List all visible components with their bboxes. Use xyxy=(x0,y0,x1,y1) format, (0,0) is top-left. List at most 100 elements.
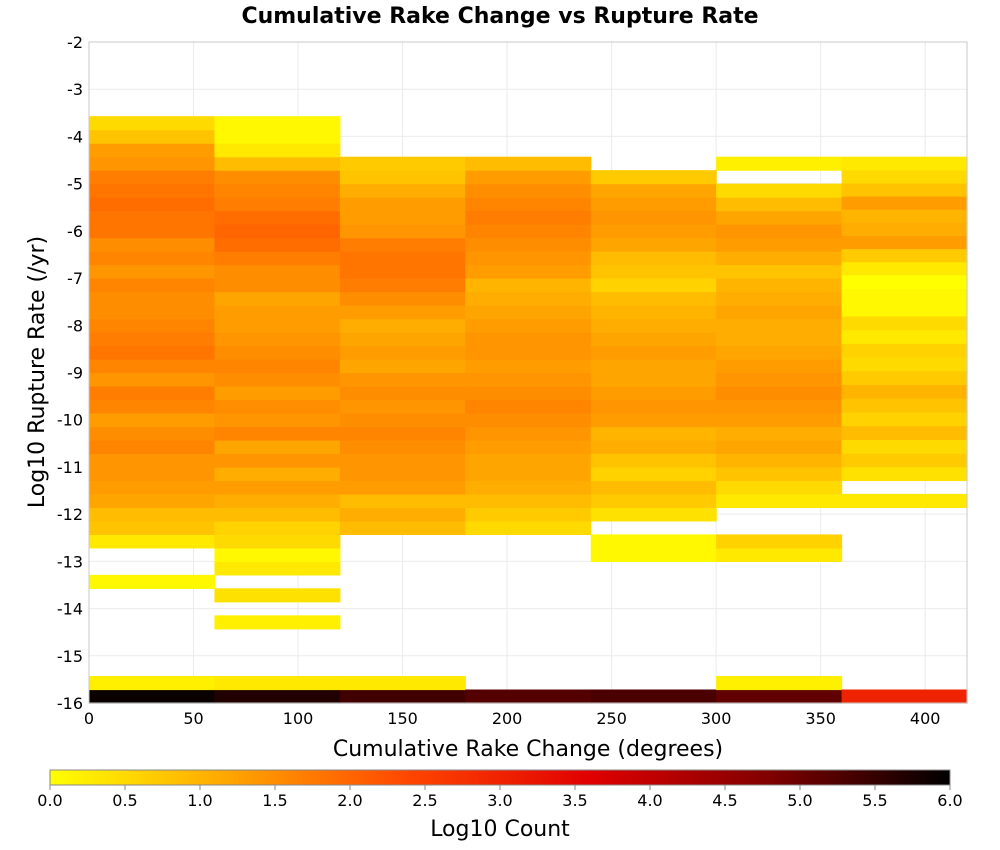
x-tick-label: 200 xyxy=(492,709,523,728)
heatmap-cell xyxy=(339,466,466,482)
heatmap-cell xyxy=(89,439,216,455)
heatmap-cell xyxy=(89,426,216,441)
heatmap-cell xyxy=(590,547,717,562)
heatmap-cell xyxy=(590,480,717,495)
y-tick-label: -7 xyxy=(67,269,83,288)
heatmap-cell xyxy=(214,183,341,198)
heatmap-cell xyxy=(590,332,717,347)
heatmap-cell xyxy=(339,689,466,704)
y-tick-label: -5 xyxy=(67,175,83,194)
x-tick-label: 0 xyxy=(84,709,94,728)
colorbar-tick-label: 1.0 xyxy=(187,791,212,810)
heatmap-cell xyxy=(465,412,592,428)
heatmap-cell xyxy=(841,357,968,372)
heatmap-cell xyxy=(716,480,843,495)
heatmap-cell xyxy=(89,129,216,144)
heatmap-cell xyxy=(716,264,843,279)
heatmap-cell xyxy=(716,224,843,239)
x-tick-label: 350 xyxy=(805,709,836,728)
y-tick-label: -4 xyxy=(67,127,83,146)
colorbar xyxy=(49,769,951,786)
x-tick-label: 50 xyxy=(183,709,203,728)
heatmap-cell xyxy=(214,143,341,158)
heatmap-cell xyxy=(214,156,341,171)
y-axis-label: Log10 Rupture Rate (/yr) xyxy=(25,236,50,508)
y-tick-label: -9 xyxy=(67,364,83,383)
y-axis-ticks: -2 -3 -4 -5 -6 -7 -8 -9 -10 -11 -12 -13 -14 -15 -16 xyxy=(57,33,83,713)
heatmap-cell xyxy=(214,210,341,225)
chart-title: Cumulative Rake Change vs Rupture Rate xyxy=(241,4,758,29)
heatmap-cell xyxy=(841,398,968,413)
heatmap-cell xyxy=(716,676,843,691)
heatmap-cell xyxy=(841,343,968,358)
heatmap-cell xyxy=(716,197,843,212)
heatmap-cell xyxy=(214,237,341,252)
heatmap-cell xyxy=(716,291,843,306)
heatmap-cell xyxy=(89,358,216,374)
heatmap-cell xyxy=(89,507,216,522)
heatmap-cell xyxy=(214,332,341,347)
heatmap-cell xyxy=(339,520,466,535)
x-tick-label: 300 xyxy=(701,709,732,728)
y-tick-label: -11 xyxy=(57,458,83,477)
heatmap-cell xyxy=(214,318,341,333)
heatmap-cell xyxy=(465,332,592,347)
heatmap-cell xyxy=(465,689,592,704)
heatmap-cell xyxy=(465,520,592,535)
heatmap-cell xyxy=(339,372,466,387)
heatmap-cell xyxy=(339,345,466,360)
heatmap-cell xyxy=(339,278,466,293)
heatmap-cell xyxy=(214,547,341,562)
heatmap-cell xyxy=(465,318,592,333)
heatmap-cell xyxy=(214,278,341,293)
heatmap-cell xyxy=(339,170,466,185)
heatmap-cell xyxy=(89,493,216,508)
heatmap-cell xyxy=(214,561,341,576)
heatmap-cell xyxy=(214,129,341,144)
heatmap-cell xyxy=(339,386,466,401)
heatmap-cell xyxy=(841,222,968,236)
heatmap-cell xyxy=(339,480,466,495)
heatmap-cell xyxy=(465,197,592,212)
heatmap-cell xyxy=(89,412,216,428)
heatmap-cell xyxy=(716,547,843,562)
heatmap-cell xyxy=(716,251,843,266)
heatmap-cell xyxy=(214,426,341,441)
heatmap-cell xyxy=(590,439,717,455)
heatmap-cell xyxy=(339,507,466,522)
heatmap-cell xyxy=(841,288,968,303)
y-tick-label: -14 xyxy=(57,600,83,619)
colorbar-tick-label: 6.0 xyxy=(937,791,962,810)
colorbar-tick-label: 0.0 xyxy=(37,791,62,810)
heatmap-cell xyxy=(214,676,341,691)
heatmap-cell xyxy=(590,359,717,374)
heatmap-cell xyxy=(214,507,341,522)
heatmap-cell xyxy=(841,370,968,386)
heatmap-cell xyxy=(89,534,216,549)
colorbar-tick-label: 5.5 xyxy=(862,791,887,810)
heatmap-cell xyxy=(89,305,216,320)
heatmap-cell xyxy=(214,412,341,428)
colorbar-tick-label: 4.5 xyxy=(712,791,737,810)
heatmap-cell xyxy=(590,210,717,225)
heatmap-cell xyxy=(841,209,968,223)
heatmap-cell xyxy=(716,237,843,252)
heatmap-cell xyxy=(841,411,968,427)
heatmap-cell xyxy=(214,305,341,320)
heatmap-cell xyxy=(214,170,341,185)
x-axis-label: Cumulative Rake Change (degrees) xyxy=(333,737,723,762)
heatmap-cell xyxy=(89,237,216,252)
heatmap-cell xyxy=(214,345,341,360)
heatmap-cell xyxy=(89,332,216,347)
heatmap-cell xyxy=(339,156,466,171)
heatmap-cell xyxy=(339,237,466,252)
heatmap-cell xyxy=(89,291,216,306)
heatmap-cell xyxy=(214,453,341,468)
heatmap-cell xyxy=(465,291,592,306)
heatmap-cell xyxy=(89,466,216,481)
heatmap-cell xyxy=(214,615,341,630)
heatmap-cell xyxy=(465,183,592,198)
heatmap-cell xyxy=(89,399,216,414)
heatmap-cell xyxy=(716,359,843,374)
heatmap-cell xyxy=(841,466,968,482)
